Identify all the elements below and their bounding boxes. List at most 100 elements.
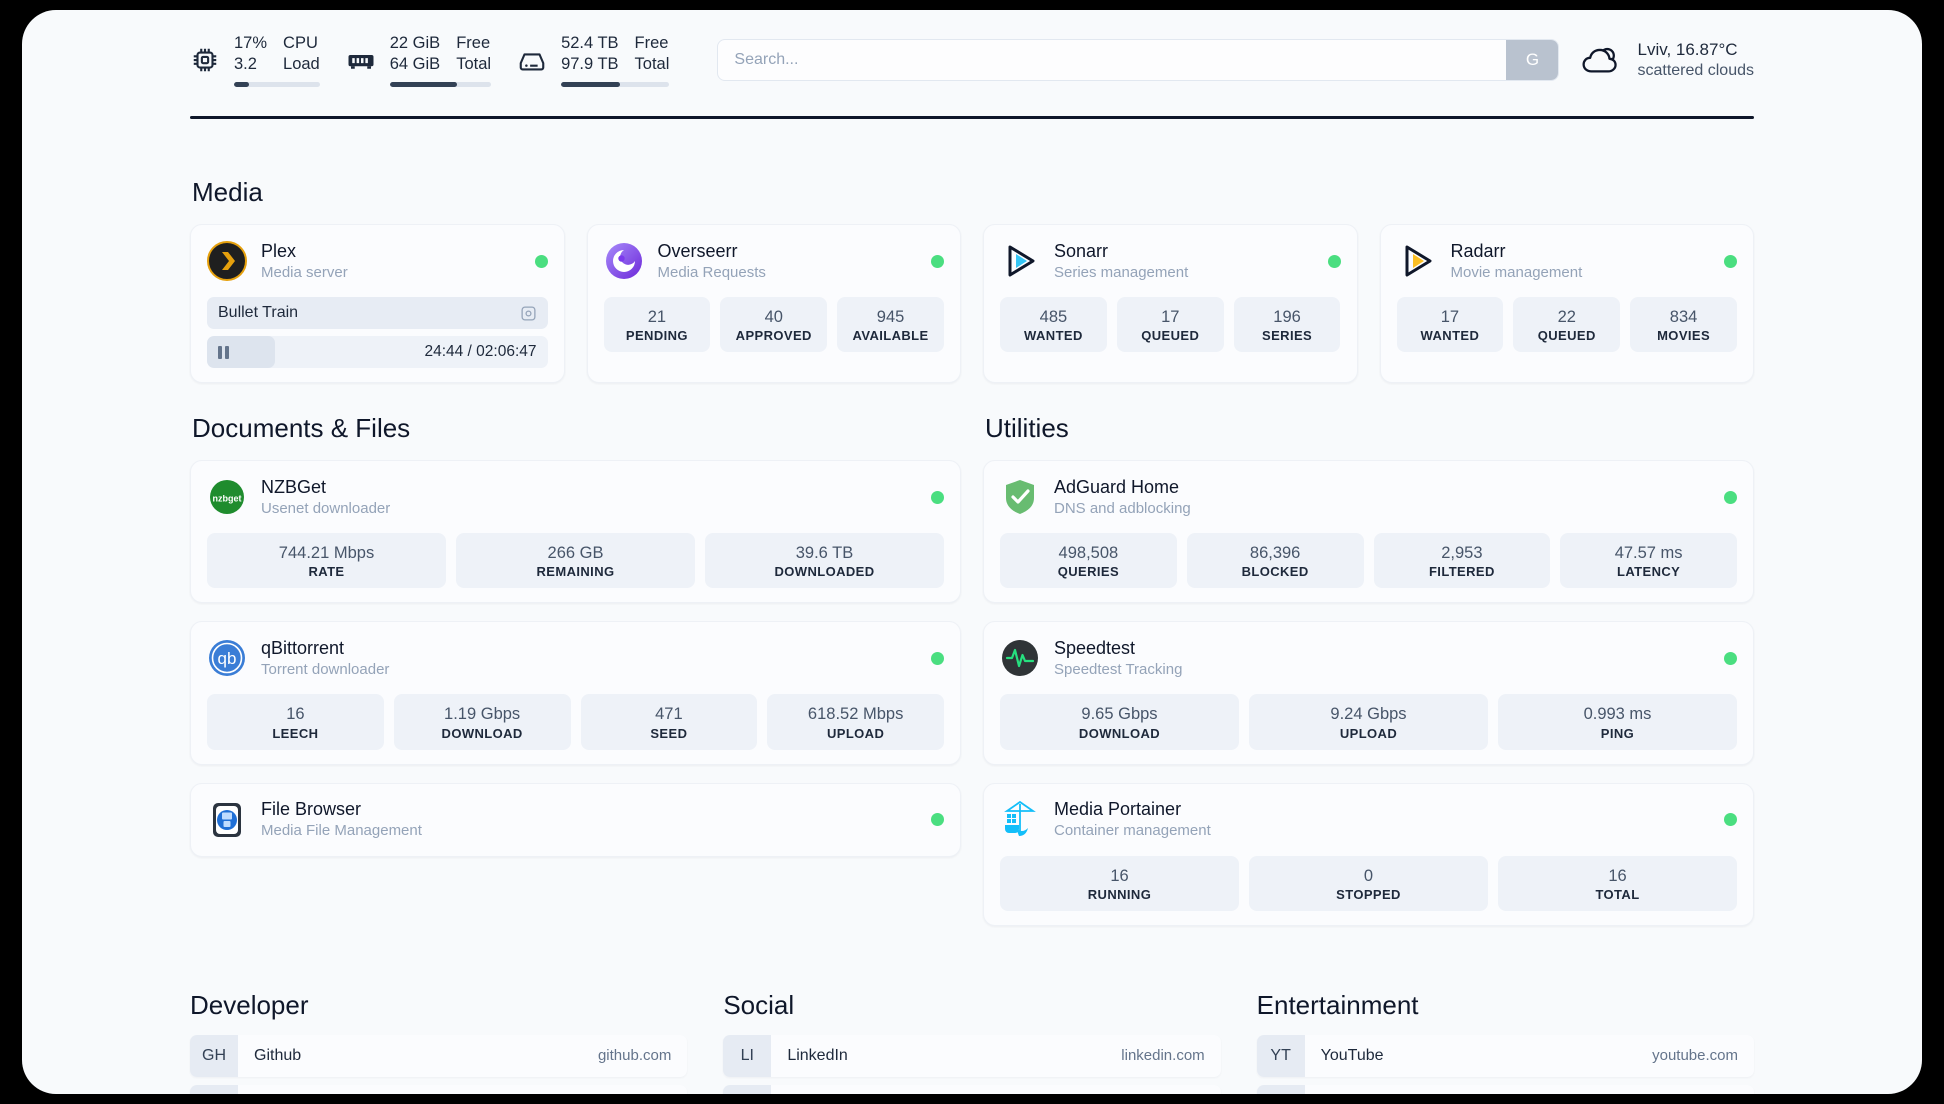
dashboard-page: 17% 3.2 CPU Load 22 GiB [22,10,1922,1094]
system-stat-label-b: Total [634,54,670,73]
service-card[interactable]: Speedtest Speedtest Tracking 9.65 Gbps D… [983,621,1754,765]
radarr-logo [1397,241,1437,281]
search-submit-button[interactable]: G [1506,40,1559,80]
status-indicator [931,651,944,665]
bookmark-abbr: NF [1256,1084,1305,1094]
system-stat-value-b: 64 GiB [389,54,441,73]
section-title-utilities: Utilities [985,413,1069,443]
plex-logo [207,241,247,281]
utilities-column: Utilities AdGuard Home DNS and adblockin… [983,413,1754,944]
service-stat-value: 22 [1557,308,1576,326]
search-bar[interactable]: G [717,39,1560,81]
service-card[interactable]: File Browser Media File Management [190,782,961,857]
adguard-logo [1000,477,1040,517]
gear-icon[interactable] [520,305,537,322]
service-stat-value: 16 [286,705,305,724]
service-name: File Browser [261,799,362,820]
bookmark-item[interactable]: GH Github github.com [190,1034,688,1077]
service-card-header: Sonarr Series management [1000,239,1341,283]
service-card[interactable]: Radarr Movie management 17 WANTED 22 QUEU… [1379,224,1754,383]
service-subtitle: Usenet downloader [261,499,391,517]
service-card[interactable]: qb qBittorrent Torrent downloader 16 LEE… [190,621,961,765]
bookmark-item[interactable]: LI LinkedIn linkedin.com [723,1034,1221,1077]
search-input[interactable] [718,40,1507,80]
service-stat-label: DOWNLOAD [441,725,523,741]
bookmark-abbr: YT [1256,1034,1305,1077]
service-stat-box: 485 WANTED [1000,297,1107,353]
bookmark-group: Developer GH Github github.com SO StackOve… [190,989,688,1094]
service-card-header: nzbget NZBGet Usenet downloader [207,475,944,519]
bookmark-name: Twitter [771,1085,834,1094]
service-card[interactable]: nzbget NZBGet Usenet downloader 744.21 M… [190,460,961,604]
service-stat-box: 9.65 Gbps DOWNLOAD [1000,694,1239,750]
bookmark-url: linkedin.com [1121,1047,1205,1065]
media-card-grid: Plex Media server Bullet Train 24:44 / 0… [190,224,1754,383]
bookmark-group-title: Developer [190,989,309,1020]
service-name: Plex [261,240,297,261]
bookmark-name: YouTube [1320,1046,1384,1064]
service-subtitle: Media File Management [261,822,422,840]
service-card[interactable]: Media Portainer Container management 16 … [983,782,1754,926]
bookmark-name: Github [254,1046,302,1064]
bookmark-abbr: TW [723,1084,772,1094]
service-stat-value: 0 [1363,866,1374,885]
service-stat-label: STOPPED [1336,886,1401,902]
service-stat-box: 40 APPROVED [720,297,828,353]
service-name: Speedtest [1054,637,1136,658]
service-name: Sonarr [1054,240,1109,261]
service-stat-value: 21 [647,308,667,326]
service-stat-box: 834 MOVIES [1630,297,1737,353]
service-card-header: Radarr Movie management [1397,239,1737,283]
service-stat-box: 9.24 Gbps UPLOAD [1249,694,1488,750]
service-name: Overseerr [657,240,738,261]
service-stat-value: 1.19 Gbps [444,705,521,724]
system-stat-disk: 52.4 TB 97.9 TB Free Total [517,33,670,88]
service-stats-row: 485 WANTED 17 QUEUED 196 SERIES [1000,297,1341,353]
service-stat-box: 39.6 TB DOWNLOADED [705,533,944,589]
service-name: Radarr [1450,240,1506,261]
service-stat-value: 744.21 Mbps [278,544,375,562]
now-playing-title-bar: Bullet Train [207,297,548,329]
service-subtitle: Series management [1054,263,1189,281]
service-stat-box: 744.21 Mbps RATE [207,533,446,589]
service-subtitle: Media Requests [657,263,766,281]
status-indicator [534,254,548,268]
service-stat-label: DOWNLOAD [1078,725,1161,741]
service-stat-label: UPLOAD [1339,725,1398,741]
service-stat-value: 266 GB [547,544,604,562]
service-card[interactable]: Sonarr Series management 485 WANTED 17 QU… [983,224,1358,383]
service-stat-label: RATE [308,564,345,580]
service-stat-label: REMAINING [536,564,615,580]
system-stat-label-b: Load [283,54,320,73]
svg-text:qb: qb [218,649,237,668]
service-card[interactable]: Overseerr Media Requests 21 PENDING 40 AP… [586,224,961,383]
bookmark-item[interactable]: TW Twitter twitter.com [723,1084,1221,1094]
system-stat-label-a: Free [634,33,669,52]
speedtest-logo [1000,638,1040,678]
service-stat-box: 17 QUEUED [1116,297,1224,353]
service-name: Media Portainer [1054,799,1182,820]
bookmark-item[interactable]: NF Netflix netflix.com [1256,1084,1754,1094]
now-playing-progress[interactable]: 24:44 / 02:06:47 [207,336,548,368]
pause-icon[interactable] [218,345,229,359]
service-stats-row: 498,508 QUERIES 86,396 BLOCKED 2,953 FILTE… [1000,533,1737,589]
system-stat-label-a: CPU [283,33,318,52]
bookmark-item[interactable]: SO StackOverflow stackoverflow.com [190,1084,688,1094]
service-stat-box: 86,396 BLOCKED [1186,533,1364,589]
bookmark-url: github.com [597,1047,672,1065]
service-stat-value: 498,508 [1058,544,1119,562]
service-card-header: AdGuard Home DNS and adblocking [1000,475,1737,519]
documents-card-list: nzbget NZBGet Usenet downloader 744.21 M… [190,460,961,875]
service-stat-label: WANTED [1024,328,1083,344]
status-indicator [1724,254,1737,268]
service-stat-box: 47.57 ms LATENCY [1560,533,1737,589]
service-card[interactable]: Plex Media server Bullet Train 24:44 / 0… [190,224,565,383]
service-stat-label: QUEUED [1141,328,1200,344]
service-stat-value: 16 [1110,866,1129,885]
system-stat-value-b: 3.2 [234,54,257,73]
bookmark-group-title: Entertainment [1256,989,1419,1020]
weather-location-temp: Lviv, 16.87°C [1637,39,1738,59]
bookmark-item[interactable]: YT YouTube youtube.com [1256,1034,1754,1077]
service-stat-label: LATENCY [1617,564,1681,580]
service-card[interactable]: AdGuard Home DNS and adblocking 498,508 … [983,460,1754,604]
